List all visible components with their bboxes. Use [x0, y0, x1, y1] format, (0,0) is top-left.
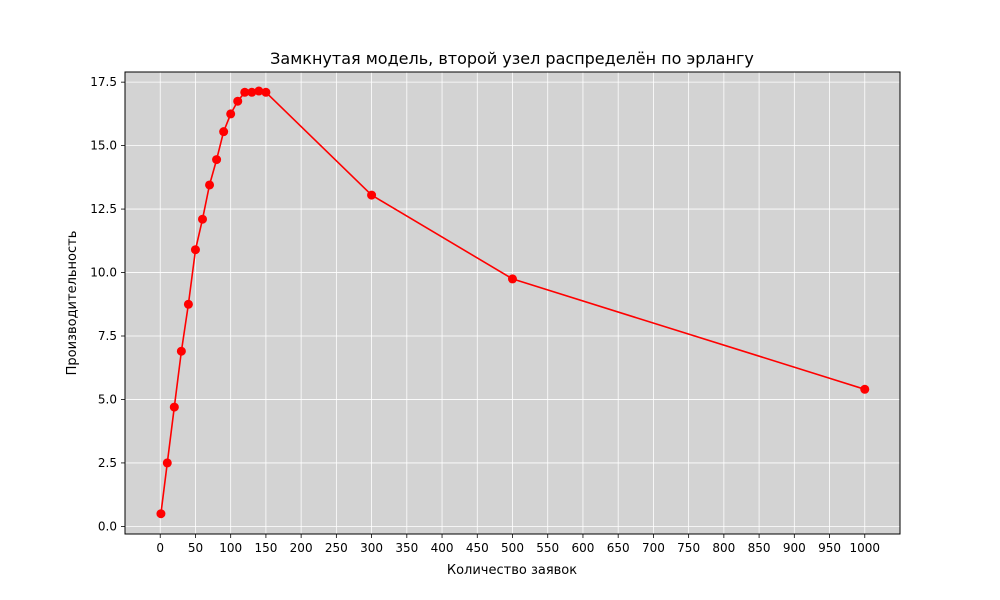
x-tick-label: 100 — [219, 541, 242, 555]
series-layer — [156, 86, 870, 519]
x-tick-label: 400 — [431, 541, 454, 555]
y-tick-label: 15.0 — [90, 139, 117, 153]
x-tick-label: 900 — [783, 541, 806, 555]
data-point — [508, 274, 517, 284]
data-point — [240, 87, 250, 97]
data-point — [162, 458, 172, 468]
y-tick-label: 2.5 — [98, 456, 117, 470]
x-tick-label: 950 — [818, 541, 841, 555]
data-point — [226, 109, 236, 119]
x-tick-label: 800 — [712, 541, 735, 555]
y-tick-label: 17.5 — [90, 75, 117, 89]
data-point — [205, 180, 215, 190]
x-tick-label: 150 — [254, 541, 277, 555]
y-tick-label: 12.5 — [90, 202, 117, 216]
grid-lines — [125, 72, 900, 534]
data-point — [367, 190, 377, 200]
y-tick-label: 10.0 — [90, 266, 117, 280]
x-tick-label: 1000 — [849, 541, 880, 555]
x-tick-label: 550 — [536, 541, 559, 555]
x-tick-label: 350 — [395, 541, 418, 555]
y-axis-ticks: 0.0 2.5 5.0 7.5 10.0 12.5 15.0 17.5 — [90, 75, 125, 533]
data-point — [233, 96, 243, 106]
data-point — [176, 346, 186, 356]
x-tick-label: 200 — [290, 541, 313, 555]
chart-title: Замкнутая модель, второй узел распределё… — [270, 49, 754, 68]
x-tick-label: 600 — [572, 541, 595, 555]
y-tick-label: 5.0 — [98, 392, 117, 406]
y-tick-label: 0.0 — [98, 519, 117, 533]
data-point — [183, 299, 193, 309]
x-tick-label: 700 — [642, 541, 665, 555]
data-point — [169, 402, 179, 412]
data-point — [247, 87, 257, 97]
x-tick-label: 0 — [156, 541, 164, 555]
data-point — [219, 127, 229, 137]
x-axis-label: Количество заявок — [447, 563, 577, 578]
x-tick-label: 50 — [188, 541, 203, 555]
x-tick-label: 850 — [748, 541, 771, 555]
x-tick-label: 750 — [677, 541, 700, 555]
y-axis-label: Производительность — [65, 231, 80, 376]
y-tick-label: 7.5 — [98, 329, 117, 343]
x-tick-label: 300 — [360, 541, 383, 555]
data-point — [156, 509, 166, 519]
x-axis-ticks: 0 50 100 150 200 250 300 350 400 450 500 550 600 650 7… — [156, 534, 880, 555]
data-point — [254, 86, 264, 96]
x-tick-label: 500 — [501, 541, 524, 555]
x-tick-label: 450 — [466, 541, 489, 555]
data-point — [190, 245, 200, 255]
x-tick-label: 250 — [325, 541, 348, 555]
data-point — [198, 214, 207, 224]
x-tick-label: 650 — [607, 541, 630, 555]
data-point — [212, 155, 222, 165]
data-point — [860, 384, 870, 394]
data-point — [261, 87, 271, 97]
